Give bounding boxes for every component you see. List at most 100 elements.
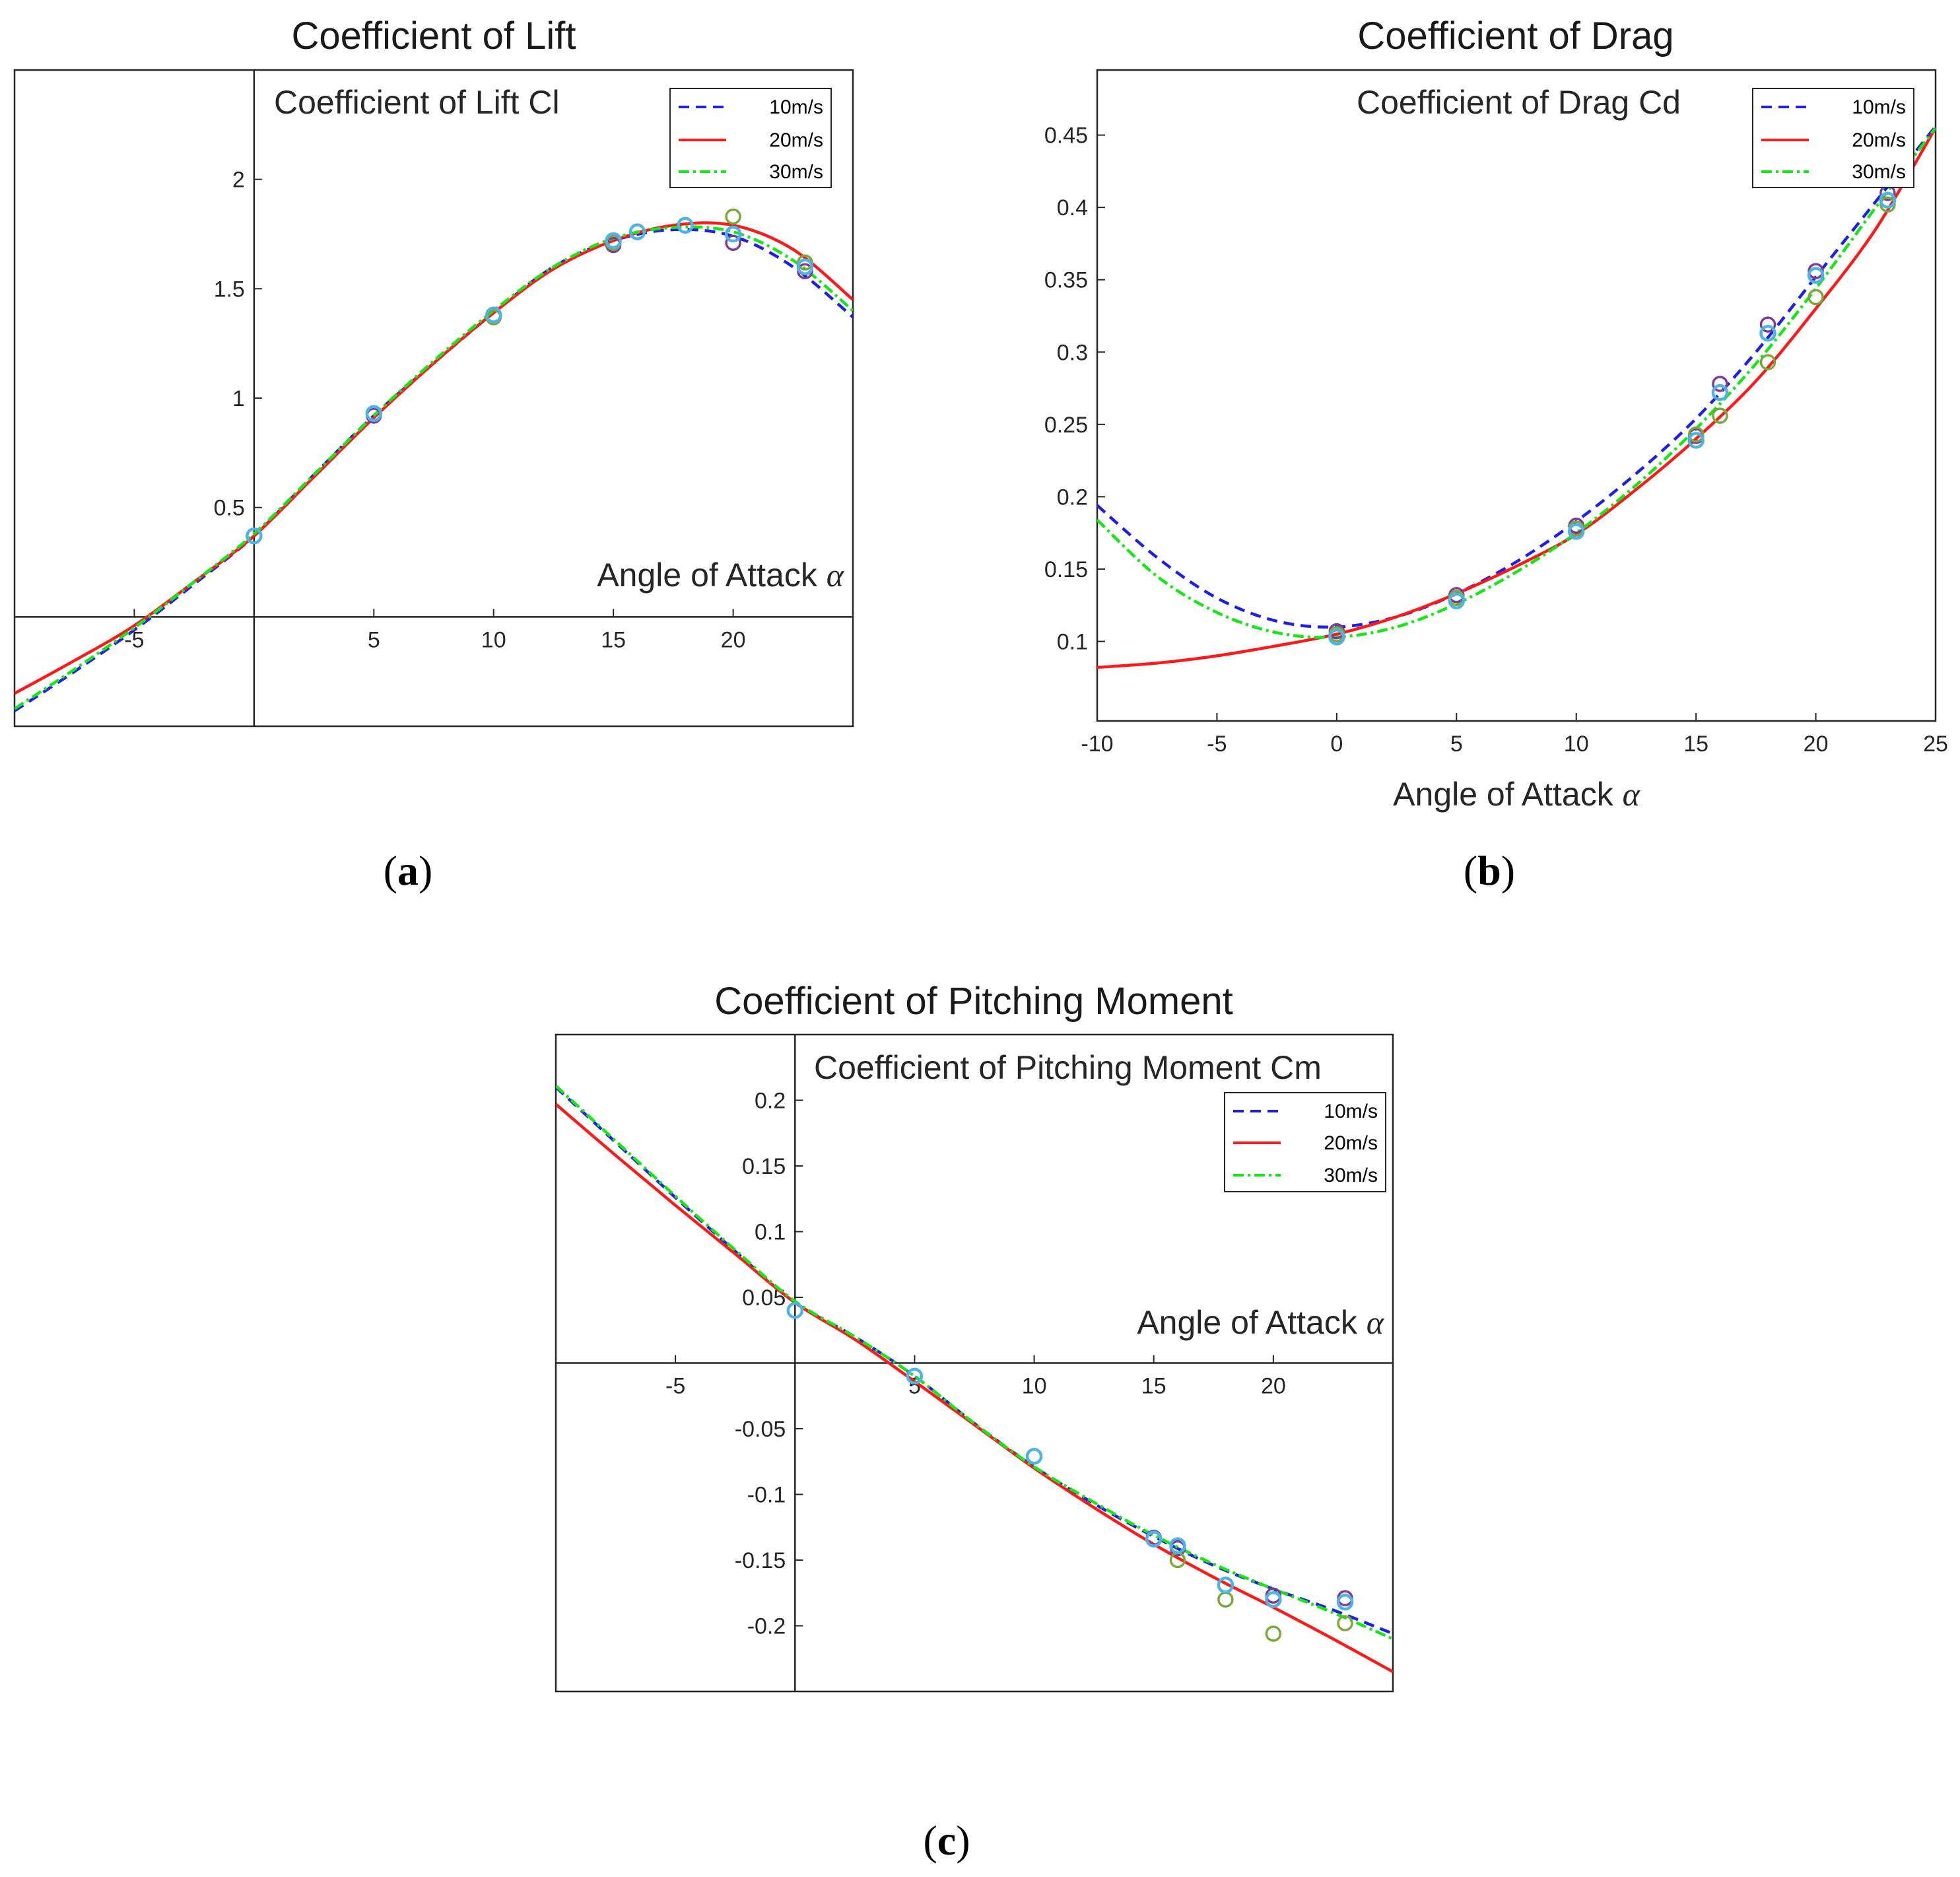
marker-cyan bbox=[1025, 1448, 1043, 1465]
marker-purple bbox=[1759, 316, 1776, 333]
data-markers bbox=[1328, 184, 1897, 646]
x-tick-label: -5 bbox=[665, 1374, 685, 1399]
alpha-symbol: α bbox=[1367, 1304, 1385, 1341]
marker-cyan bbox=[605, 232, 622, 250]
y-tick-label: 1.5 bbox=[214, 277, 245, 302]
legend[interactable]: 10m/s 20m/s 30m/s bbox=[1752, 88, 1914, 188]
x-tick-label: 20 bbox=[1261, 1374, 1286, 1399]
x-tick-label: 10 bbox=[481, 627, 506, 652]
x-axis-label: Angle of Attack α bbox=[1393, 776, 1640, 813]
marker-cyan bbox=[1448, 592, 1466, 609]
y-tick-label: 0.1 bbox=[755, 1220, 786, 1245]
marker-cyan bbox=[724, 225, 742, 243]
plot-frame bbox=[13, 69, 854, 728]
marker-cyan bbox=[1217, 1577, 1234, 1594]
inner-label: Coefficient of Lift Cl bbox=[274, 84, 560, 121]
marker-cyan bbox=[1169, 1537, 1186, 1554]
marker-cyan bbox=[1265, 1590, 1282, 1608]
legend[interactable]: 10m/s 20m/s 30m/s bbox=[669, 88, 832, 188]
marker-olive bbox=[1265, 1625, 1282, 1642]
inner-label: Coefficient of Drag Cd bbox=[1357, 84, 1681, 121]
marker-olive bbox=[1217, 1591, 1234, 1608]
marker-olive bbox=[1687, 426, 1705, 443]
x-axis-label: Angle of Attack α bbox=[597, 557, 844, 594]
marker-cyan bbox=[628, 223, 646, 240]
y-tick-label: -0.15 bbox=[735, 1548, 786, 1573]
marker-cyan bbox=[677, 217, 694, 234]
series-10ms bbox=[1097, 125, 1936, 629]
marker-cyan bbox=[1807, 267, 1825, 284]
series-30ms bbox=[15, 225, 853, 710]
legend-label-10ms: 10m/s bbox=[769, 96, 823, 118]
marker-cyan bbox=[1687, 432, 1705, 449]
y-tick-label: 0.2 bbox=[755, 1089, 786, 1114]
alpha-symbol: α bbox=[1623, 776, 1641, 813]
y-tick-label: 0.15 bbox=[742, 1154, 786, 1179]
marker-olive bbox=[1712, 407, 1728, 424]
marker-cyan bbox=[906, 1367, 924, 1385]
marker-cyan bbox=[1328, 629, 1345, 646]
series-20ms bbox=[15, 221, 853, 695]
legend-label-10ms: 10m/s bbox=[1324, 1101, 1378, 1122]
marker-olive bbox=[725, 208, 741, 225]
x-tick-label: 10 bbox=[1564, 732, 1589, 757]
x-tick-label: 0 bbox=[1330, 732, 1343, 757]
marker-cyan bbox=[485, 306, 502, 324]
legend[interactable]: 10m/s 20m/s 30m/s bbox=[1224, 1092, 1386, 1192]
x-tick-label: 15 bbox=[601, 627, 626, 652]
legend-label-20ms: 20m/s bbox=[1852, 129, 1906, 151]
y-tick-label: 0.15 bbox=[1044, 557, 1088, 582]
y-tick-label: 0.4 bbox=[1057, 195, 1088, 221]
series-20ms bbox=[556, 1103, 1393, 1674]
curves bbox=[556, 1084, 1393, 1674]
y-tick-label: -0.2 bbox=[747, 1614, 786, 1639]
marker-olive bbox=[1337, 1615, 1353, 1631]
chart-title: Coefficient of Drag bbox=[1357, 15, 1673, 57]
panel-c-pitching-moment: Coefficient of Pitching Moment -5 5 10 15 20… bbox=[555, 980, 1394, 1864]
caption-a: (a) bbox=[384, 847, 433, 894]
legend-label-30ms: 30m/s bbox=[1852, 161, 1906, 183]
y-tick-label: 1 bbox=[232, 386, 245, 411]
x-tick-label: 20 bbox=[1804, 732, 1829, 757]
inner-label: Coefficient of Pitching Moment Cm bbox=[814, 1049, 1322, 1086]
curves bbox=[1097, 125, 1936, 669]
series-layer: -10 -5 0 5 10 15 20 25 0.1 0.15 0.2 0.25 0.3 0.35 0.4 0… bbox=[1044, 123, 1948, 757]
marker-cyan bbox=[1145, 1530, 1163, 1548]
y-tick-label: 2 bbox=[232, 168, 245, 193]
marker-cyan bbox=[1336, 1593, 1354, 1611]
y-tick-label: 0.35 bbox=[1044, 268, 1088, 293]
legend-label-30ms: 30m/s bbox=[1324, 1165, 1378, 1186]
x-tick-label: 20 bbox=[721, 627, 746, 652]
y-tick-label: 0.25 bbox=[1044, 413, 1088, 438]
legend-label-10ms: 10m/s bbox=[1852, 96, 1906, 118]
panel-a-lift: Coefficient of Lift -5 5 10 15 200.511.52 Co… bbox=[13, 15, 854, 894]
series-20ms bbox=[1097, 127, 1936, 669]
marker-cyan bbox=[365, 405, 383, 422]
y-tick-label: 0.1 bbox=[1057, 629, 1088, 654]
marker-cyan bbox=[1879, 191, 1897, 209]
marker-cyan bbox=[786, 1302, 804, 1319]
curves bbox=[15, 221, 853, 712]
series-30ms bbox=[556, 1084, 1393, 1641]
legend-label-20ms: 20m/s bbox=[769, 129, 823, 151]
x-tick-label: 5 bbox=[368, 627, 380, 652]
y-tick-label: 0.5 bbox=[214, 496, 245, 521]
x-tick-label: 25 bbox=[1923, 732, 1948, 757]
marker-olive bbox=[1759, 354, 1776, 370]
y-tick-label: -0.05 bbox=[735, 1417, 786, 1442]
legend-box bbox=[1752, 88, 1914, 188]
series-layer: -5 5 10 15 20-0.2-0.15-0.1-0.050.050.10.150.… bbox=[556, 1035, 1393, 1691]
legend-label-30ms: 30m/s bbox=[769, 161, 823, 183]
data-markers bbox=[786, 1302, 1354, 1642]
x-tick-label: -5 bbox=[1207, 732, 1227, 757]
marker-cyan bbox=[1711, 384, 1729, 401]
x-tick-label: -10 bbox=[1081, 732, 1113, 757]
plot-frame bbox=[1096, 69, 1937, 722]
x-tick-label: 10 bbox=[1022, 1374, 1047, 1399]
y-tick-label: 0.3 bbox=[1057, 340, 1088, 365]
y-tick-label: 0.2 bbox=[1057, 485, 1088, 510]
marker-olive bbox=[1808, 289, 1824, 306]
chart-title: Coefficient of Lift bbox=[292, 15, 576, 57]
alpha-symbol: α bbox=[827, 557, 845, 594]
